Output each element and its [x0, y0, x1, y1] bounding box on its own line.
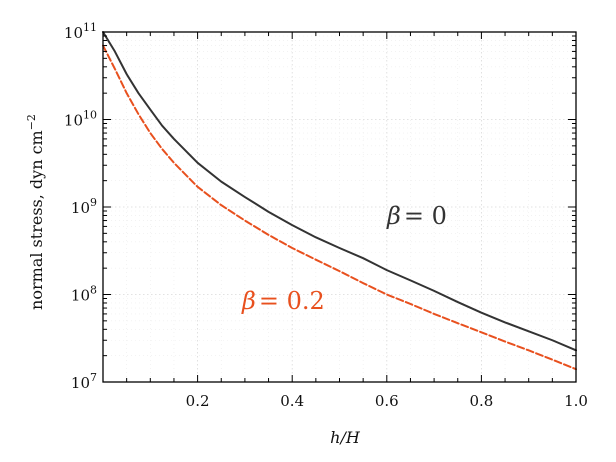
y-tick-label-base: 10 — [64, 112, 83, 130]
y-axis-label: normal stress, dyn cm−2 — [25, 114, 46, 310]
y-tick-label-base: 10 — [71, 374, 90, 392]
series-annotation-beta-0: β = 0 — [386, 202, 447, 230]
y-tick-label: 107 — [71, 371, 97, 392]
x-tick-labels: 0.2 0.4 0.6 0.8 1.0 — [186, 392, 588, 410]
x-tick-label: 0.8 — [469, 392, 493, 410]
y-tick-label-base: 10 — [71, 199, 90, 217]
y-tick-label-exponent: 7 — [90, 371, 97, 384]
y-tick-label-exponent: 11 — [83, 21, 97, 34]
y-tick-label-base: 10 — [64, 24, 83, 42]
y-tick-label: 1011 — [64, 21, 97, 42]
x-axis-label: h/H — [330, 428, 361, 447]
grid — [103, 32, 576, 382]
ticks — [103, 32, 576, 383]
y-tick-label-base: 10 — [71, 287, 90, 305]
series-layer — [102, 31, 577, 371]
x-tick-label: 0.2 — [186, 392, 210, 410]
y-tick-label: 108 — [71, 284, 97, 305]
series-line-1 — [102, 44, 577, 371]
y-tick-label: 109 — [71, 196, 97, 217]
x-tick-label: 0.4 — [280, 392, 304, 410]
y-tick-label-exponent: 8 — [90, 284, 97, 297]
y-tick-label: 1010 — [64, 109, 97, 130]
series-line-0 — [102, 31, 577, 352]
y-tick-label-exponent: 9 — [90, 196, 97, 209]
x-tick-label: 1.0 — [564, 392, 588, 410]
x-tick-label: 0.6 — [375, 392, 399, 410]
series-annotation-beta-0-2: β = 0.2 — [241, 287, 325, 315]
y-tick-label-exponent: 10 — [83, 109, 97, 122]
